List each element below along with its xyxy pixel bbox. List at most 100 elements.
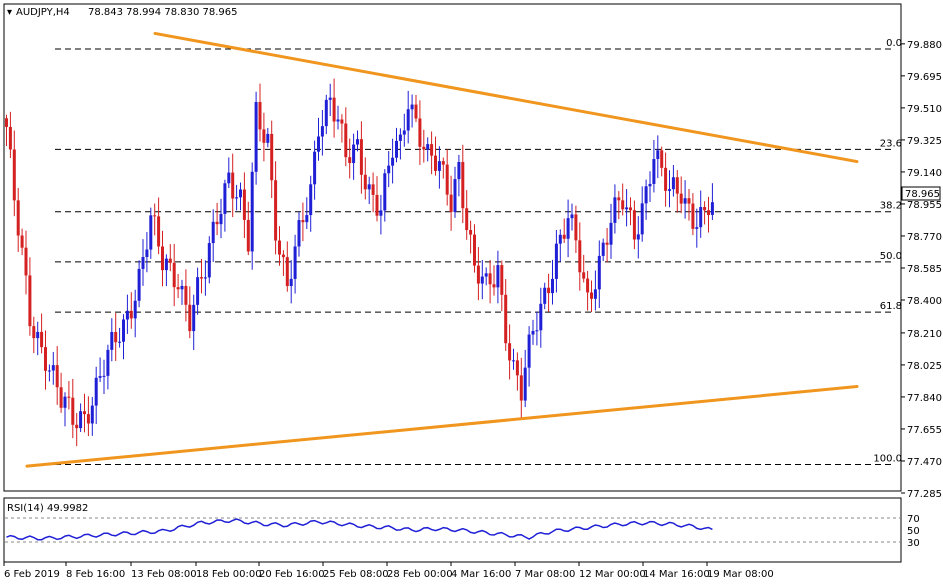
candle-body — [250, 171, 254, 252]
candle-body — [496, 265, 500, 288]
rsi-level-label: 70 — [907, 514, 920, 525]
candle-body — [371, 184, 375, 195]
candle-body — [317, 136, 320, 152]
candle-body — [98, 376, 102, 378]
candle-body — [344, 123, 348, 158]
candle-body — [313, 151, 317, 185]
price-axis: 79.880 79.695 79.510 79.325 79.140 78.955 78.7… — [901, 40, 942, 500]
candle-body — [262, 129, 266, 143]
fib-level-label: 23.6 — [880, 138, 902, 149]
time-tick-label: 12 Mar 00:00 — [579, 569, 646, 580]
candle-body — [375, 194, 379, 216]
candle-body — [180, 285, 184, 290]
time-tick-label: 6 Feb 2019 — [4, 569, 60, 580]
candle-body — [469, 230, 473, 235]
candle-body — [63, 396, 67, 408]
candle-body — [480, 276, 484, 284]
candle-body — [527, 334, 531, 368]
candle-body — [391, 157, 395, 166]
candle-body — [395, 140, 398, 158]
price-tick-label: 78.025 — [907, 361, 942, 372]
candle-body — [352, 144, 356, 164]
price-tick-label: 78.770 — [907, 232, 942, 243]
chart-symbol-icon: ▾ — [7, 7, 12, 18]
candle-body — [157, 216, 161, 247]
candle-body — [679, 193, 683, 204]
candle-body — [547, 287, 551, 294]
candle-body — [605, 242, 609, 245]
candle-body — [242, 189, 246, 220]
candle-body — [246, 219, 250, 252]
fibonacci-levels: 0.0 23.6 38.2 50.0 61.8 100.0 — [55, 38, 902, 465]
candle-body — [574, 214, 578, 241]
candle-body — [309, 184, 313, 216]
fib-level-label: 100.0 — [873, 453, 902, 464]
candle-body — [492, 284, 496, 288]
price-tick-label: 77.840 — [907, 393, 942, 404]
candle-body — [188, 304, 192, 332]
candle-body — [266, 133, 270, 143]
price-tick-label: 77.655 — [907, 425, 942, 436]
price-tick-label: 78.400 — [907, 296, 942, 307]
candle-body — [609, 222, 613, 245]
candle-body — [133, 300, 137, 319]
candle-body — [94, 377, 98, 406]
candle-body — [387, 165, 391, 174]
candle-body — [71, 397, 75, 425]
candle-body — [629, 207, 632, 211]
candle-body — [227, 172, 231, 184]
candle-body — [562, 234, 566, 239]
candle-body — [59, 387, 63, 408]
candle-body — [125, 310, 129, 320]
time-tick-label: 20 Feb 16:00 — [259, 569, 325, 580]
candle-body — [356, 139, 359, 145]
price-tick-label: 79.140 — [907, 168, 942, 179]
candle-body — [398, 134, 402, 141]
candle-body — [239, 189, 242, 198]
price-tick-label: 79.510 — [907, 104, 942, 115]
candle-body — [414, 104, 418, 119]
candle-body — [586, 278, 590, 293]
candle-body — [457, 161, 461, 180]
price-tick-label: 79.880 — [907, 40, 942, 51]
candle-body — [16, 200, 20, 236]
rsi-level-label: 30 — [907, 538, 920, 549]
candle-body — [254, 102, 258, 172]
candle-body — [207, 243, 211, 278]
candle-body — [5, 118, 8, 127]
candle-body — [484, 273, 488, 277]
candle-body — [434, 155, 437, 171]
candle-body — [164, 258, 168, 271]
candle-body — [348, 157, 352, 164]
price-tick-label: 77.470 — [907, 457, 942, 468]
ohlc-values: 78.843 78.994 78.830 78.965 — [88, 7, 238, 18]
candle-body — [336, 119, 340, 122]
candle-body — [601, 242, 605, 256]
candle-body — [473, 234, 476, 266]
candle-body — [707, 210, 710, 215]
candle-body — [664, 167, 668, 191]
candle-body — [578, 240, 582, 273]
candle-body — [500, 265, 504, 295]
candle-body — [703, 207, 707, 211]
resistance-trendline — [153, 31, 859, 164]
time-tick-label: 8 Feb 16:00 — [66, 569, 125, 580]
candle-body — [656, 150, 660, 160]
price-tick-label: 78.955 — [907, 200, 942, 211]
candle-body — [141, 257, 145, 269]
candle-body — [223, 183, 227, 214]
candle-body — [278, 240, 281, 255]
candle-body — [359, 139, 363, 175]
candle-body — [332, 97, 336, 122]
candle-body — [36, 331, 40, 339]
candle-body — [215, 221, 219, 225]
candle-body — [200, 277, 203, 279]
candle-body — [558, 234, 562, 244]
candle-body — [652, 159, 656, 184]
candle-body — [621, 200, 625, 210]
candle-body — [597, 255, 601, 290]
candle-body — [383, 173, 387, 211]
candle-body — [12, 149, 16, 201]
candle-body — [102, 375, 106, 377]
